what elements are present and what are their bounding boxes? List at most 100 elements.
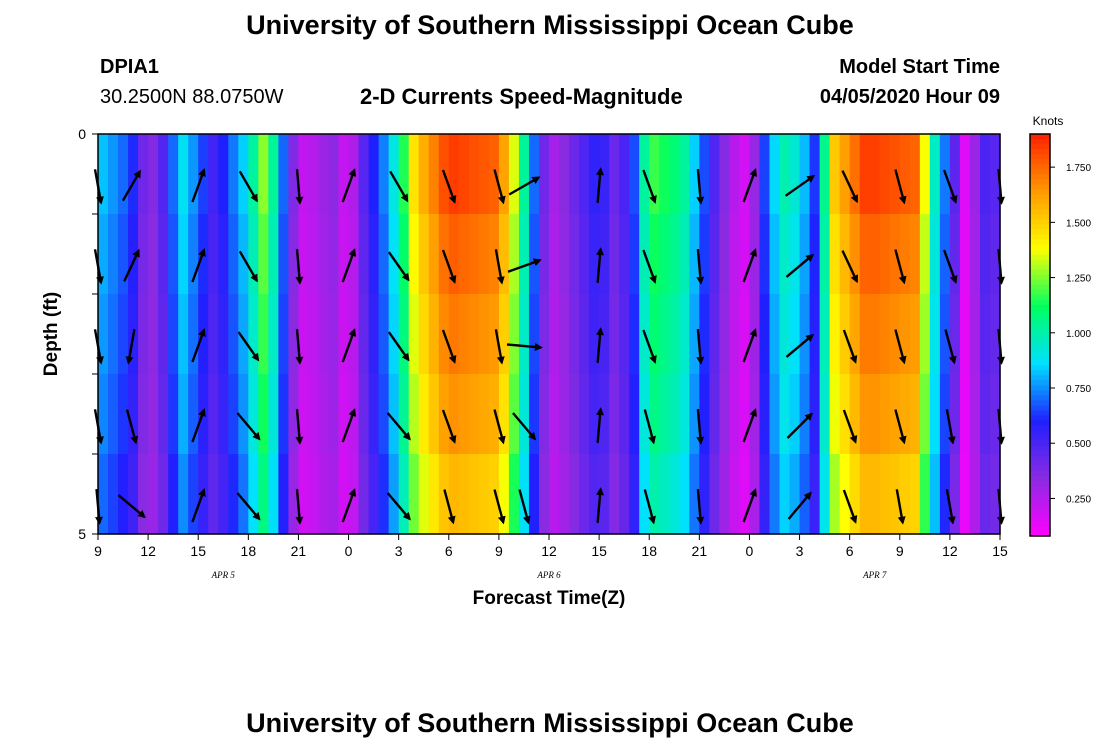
heat-cell xyxy=(338,214,350,295)
heat-cell xyxy=(108,294,119,375)
heat-cell xyxy=(188,214,199,295)
heat-cell xyxy=(158,374,169,455)
heat-cell xyxy=(408,294,420,375)
heat-cell xyxy=(218,294,229,375)
colorbar-swatch xyxy=(1030,355,1050,361)
date-label: APR 5 xyxy=(211,570,236,580)
x-tick-label: 0 xyxy=(746,543,754,559)
heat-cell xyxy=(168,134,179,215)
colorbar-swatch xyxy=(1030,174,1050,180)
heat-cell xyxy=(298,214,310,295)
heat-cell xyxy=(809,134,821,215)
heat-cell xyxy=(338,294,350,375)
heat-cell xyxy=(549,134,560,215)
heat-cell xyxy=(969,294,981,375)
heat-cell xyxy=(278,454,290,535)
heat-cell xyxy=(699,134,710,215)
colorbar-swatch xyxy=(1030,299,1050,306)
heat-cell xyxy=(799,294,811,375)
colorbar-swatch xyxy=(1030,169,1050,175)
heat-cell xyxy=(729,374,741,455)
heat-cell xyxy=(719,454,730,535)
colorbar-swatch xyxy=(1030,314,1050,321)
heat-cell xyxy=(569,454,580,535)
heat-cell xyxy=(919,134,931,215)
heat-cell xyxy=(679,294,690,375)
heat-cell xyxy=(448,294,460,375)
heat-cell xyxy=(699,214,710,295)
colorbar-swatch xyxy=(1030,324,1050,331)
heat-cell xyxy=(188,134,199,215)
heat-cell xyxy=(368,134,380,215)
heat-cell xyxy=(368,454,380,535)
heat-cell xyxy=(779,214,791,295)
heat-cell xyxy=(238,374,249,455)
heat-cell xyxy=(599,214,610,295)
heat-cell xyxy=(398,454,410,535)
heat-cell xyxy=(158,214,169,295)
heat-cell xyxy=(629,294,640,375)
current-vector xyxy=(942,169,958,204)
heat-cell xyxy=(929,134,941,215)
current-vector xyxy=(341,168,357,203)
current-vector xyxy=(696,328,705,365)
heat-cell xyxy=(128,454,139,535)
axes: 9 12 15 18 21 0 3 6 9 12 15 18 21 0 3 6 9 12 15 APR 5 APR 6 A… xyxy=(78,126,1008,580)
heat-cell xyxy=(879,374,891,455)
colorbar-swatch xyxy=(1030,360,1050,366)
heat-cell xyxy=(238,294,249,375)
heat-cell xyxy=(368,214,380,295)
heat-cell xyxy=(358,294,370,375)
heat-cell xyxy=(579,374,590,455)
heat-cell xyxy=(408,214,420,295)
heat-cell xyxy=(278,294,290,375)
x-tick-label: 21 xyxy=(692,543,708,559)
heat-cell xyxy=(859,374,871,455)
heat-cell xyxy=(258,454,269,535)
colorbar-swatch xyxy=(1030,490,1050,497)
heat-cell xyxy=(488,374,500,455)
heat-cell xyxy=(889,294,901,375)
heat-cell xyxy=(388,134,400,215)
heat-cell xyxy=(468,294,480,375)
x-tick-label: 15 xyxy=(190,543,206,559)
heat-cell xyxy=(869,214,881,295)
heat-cell xyxy=(538,454,550,535)
current-vector xyxy=(191,248,206,283)
colorbar: 1.750 1.500 1.250 1.000 0.750 0.500 0.250 xyxy=(1029,133,1091,537)
current-vector xyxy=(506,342,543,351)
heat-cell xyxy=(248,454,259,535)
heat-cell xyxy=(579,134,590,215)
heat-cell xyxy=(759,294,771,375)
heat-cell xyxy=(669,134,680,215)
current-vector xyxy=(785,253,815,278)
heat-cell xyxy=(178,214,189,295)
heat-cell xyxy=(498,134,510,215)
heat-cell xyxy=(228,374,239,455)
heat-cell xyxy=(979,454,991,535)
colorbar-swatch xyxy=(1030,375,1050,381)
current-vector xyxy=(596,167,605,204)
heat-cell xyxy=(649,134,660,215)
heat-cell xyxy=(518,374,530,455)
heat-cell xyxy=(478,134,490,215)
heat-cell xyxy=(579,294,590,375)
heat-cell xyxy=(168,214,179,295)
current-vector xyxy=(596,407,605,444)
x-tick-label: 9 xyxy=(495,543,503,559)
heat-cell xyxy=(458,454,470,535)
heat-cell xyxy=(528,374,540,455)
heat-cell xyxy=(298,134,310,215)
colorbar-swatch xyxy=(1030,209,1050,215)
current-vector xyxy=(842,409,858,444)
heat-cell xyxy=(969,134,981,215)
heat-cell xyxy=(669,214,680,295)
y-tick-label: 5 xyxy=(78,526,86,542)
colorbar-swatch xyxy=(1030,229,1050,235)
current-vector xyxy=(441,169,457,204)
heat-cell xyxy=(699,374,710,455)
heat-cell xyxy=(288,374,300,455)
colorbar-swatch xyxy=(1030,460,1050,467)
heat-cell xyxy=(538,294,550,375)
current-vector xyxy=(341,408,357,443)
